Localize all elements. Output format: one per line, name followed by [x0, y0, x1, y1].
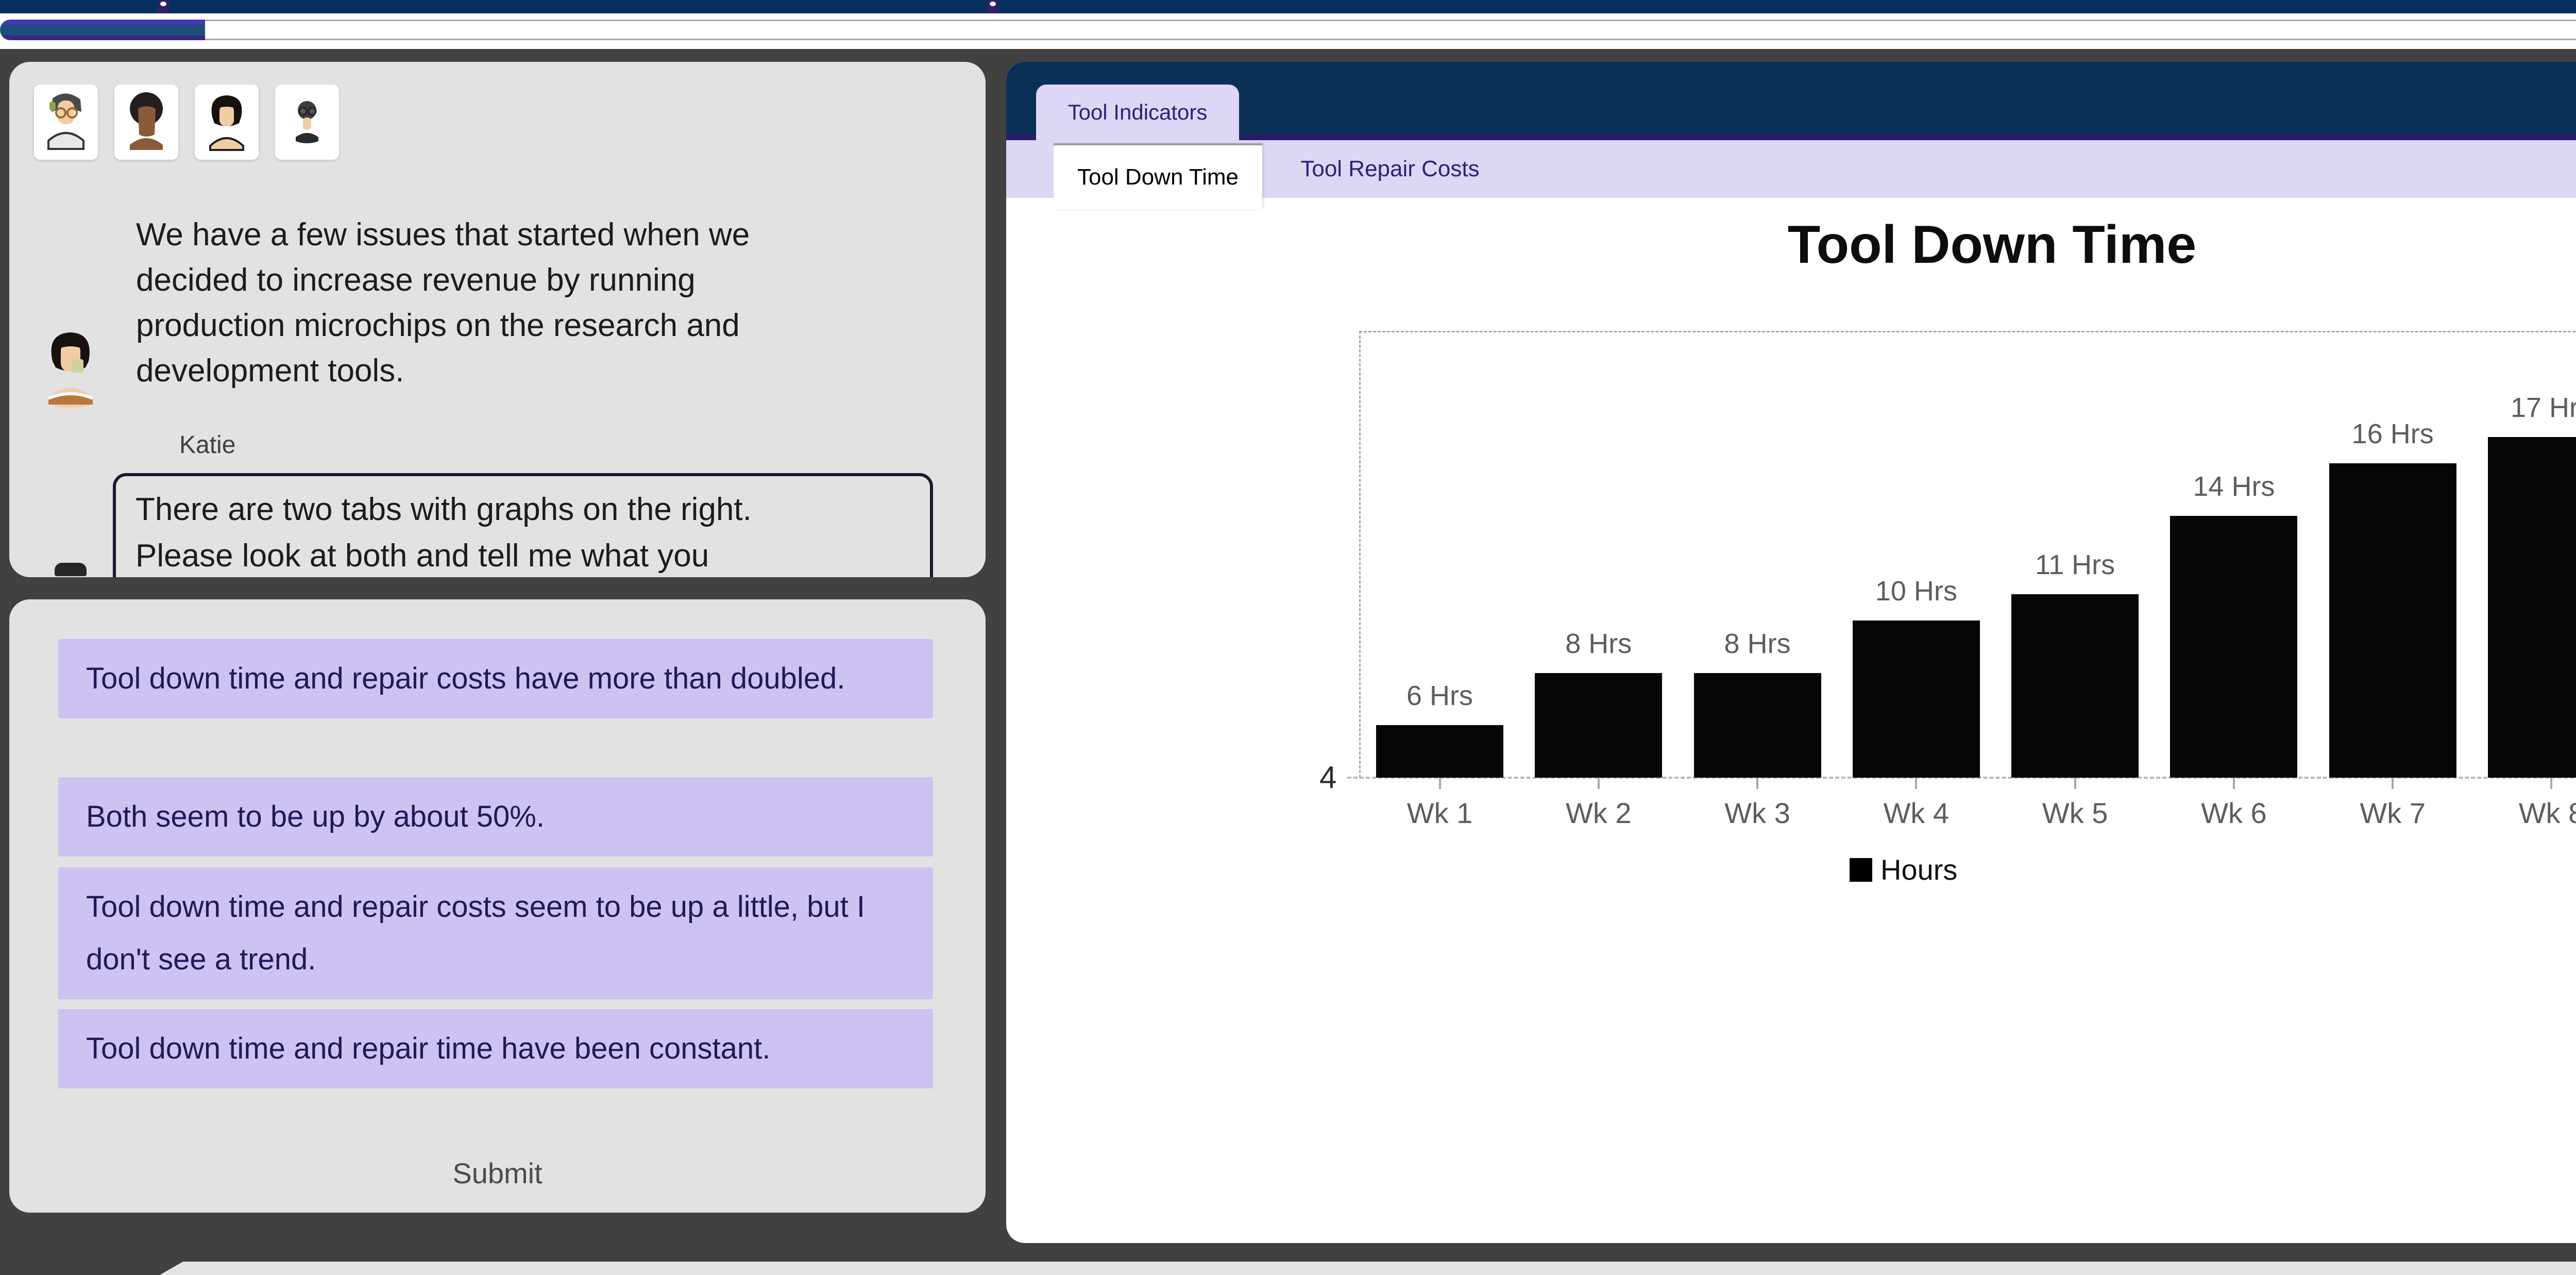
- avatar-woman-bob[interactable]: [195, 85, 259, 160]
- bar-value-label: 6 Hrs: [1406, 680, 1473, 711]
- bar-wk-5: 11 Hrs Wk 5: [2011, 549, 2139, 829]
- bars: 6 Hrs Wk 1 8 Hrs Wk 2 8 Hrs Wk 3 10 Hrs Wk 4 11 …: [1376, 332, 2576, 829]
- x-axis-line: [1347, 777, 2576, 779]
- bar-wk-8: 17 Hrs Wk 8: [2487, 392, 2576, 829]
- x-axis-label: Wk 7: [2360, 797, 2426, 829]
- materials-header: Materials: [1006, 62, 2576, 135]
- progress-fill: [0, 20, 205, 40]
- speaker-name: Katie: [179, 431, 236, 459]
- x-axis-tick: [1597, 778, 1600, 789]
- bar-wk-2: 8 Hrs Wk 2: [1535, 628, 1663, 829]
- x-axis-label: Wk 5: [2042, 797, 2108, 829]
- bar-wk-1: 6 Hrs Wk 1: [1376, 680, 1503, 829]
- address-progress-track: [4, 20, 2576, 40]
- bar-value-label: 11 Hrs: [2035, 549, 2115, 580]
- x-axis-tick: [1915, 778, 1918, 789]
- bar-wk-6: 14 Hrs Wk 6: [2170, 471, 2298, 829]
- option-4[interactable]: Tool down time and repair time have been…: [58, 1009, 933, 1088]
- app-background: We have a few issues that started when w…: [0, 49, 2576, 1275]
- tab-tool-indicators[interactable]: Tool Indicators: [1036, 85, 1239, 140]
- subtab-tool-down-time[interactable]: Tool Down Time: [1054, 143, 1262, 209]
- bar-value-label: 8 Hrs: [1724, 628, 1791, 659]
- x-axis-tick: [2074, 778, 2076, 789]
- bar-value-label: 17 Hrs: [2510, 392, 2576, 423]
- avatar-man-glasses-icon: [47, 93, 84, 150]
- materials-panel: Materials Tool Indicators Tool Down Time…: [1006, 62, 2576, 1243]
- x-axis-tick: [1438, 778, 1441, 789]
- option-1[interactable]: Tool down time and repair costs have mor…: [58, 639, 933, 718]
- x-axis-label: Wk 4: [1883, 797, 1950, 829]
- peeking-avatar-icon: [55, 563, 87, 576]
- tab-favicon-marker[interactable]: [158, 0, 169, 13]
- header-divider: [1006, 135, 2576, 140]
- bar-value-label: 14 Hrs: [2193, 471, 2275, 502]
- x-axis-label: Wk 6: [2201, 797, 2267, 829]
- avatar-afro-icon: [130, 92, 163, 150]
- x-axis-label: Wk 2: [1566, 797, 1632, 829]
- browser-toolbar-band: [0, 13, 2576, 49]
- favicon-dot-icon: [160, 2, 166, 6]
- subtab-tool-repair-costs[interactable]: Tool Repair Costs: [1300, 156, 1480, 181]
- x-axis-tick: [2232, 778, 2235, 789]
- chat-message: We have a few issues that started when w…: [136, 217, 750, 389]
- x-axis-tick: [1756, 778, 1759, 789]
- avatar-small-curly-glasses[interactable]: [275, 85, 339, 160]
- tab-favicon-marker[interactable]: [987, 0, 998, 13]
- submit-button[interactable]: Submit: [9, 1156, 986, 1190]
- answer-options-panel: Tool down time and repair costs have mor…: [9, 599, 986, 1213]
- legend-swatch-icon: [1850, 858, 1872, 882]
- bar-value-label: 16 Hrs: [2351, 418, 2434, 449]
- x-axis-label: Wk 1: [1406, 797, 1473, 829]
- bar-wk-7: 16 Hrs Wk 7: [2329, 418, 2456, 829]
- bar-wk-4: 10 Hrs Wk 4: [1852, 576, 1980, 829]
- message-input[interactable]: There are two tabs with graphs on the ri…: [113, 473, 933, 577]
- browser-top-bar: [0, 0, 2576, 13]
- chart-title: Tool Down Time: [1787, 215, 2197, 275]
- katie-avatar-icon: [47, 332, 94, 408]
- x-axis-tick: [2392, 778, 2394, 789]
- x-axis-label: Wk 3: [1724, 797, 1790, 829]
- x-axis-label: Wk 8: [2518, 797, 2576, 829]
- avatar-afro[interactable]: [114, 85, 178, 160]
- bar-value-label: 8 Hrs: [1565, 628, 1632, 659]
- katie-avatar: [40, 327, 101, 410]
- option-2[interactable]: Both seem to be up by about 50%.: [58, 777, 933, 857]
- bar-wk-3: 8 Hrs Wk 3: [1693, 628, 1821, 829]
- legend-label: Hours: [1880, 853, 1958, 886]
- y-axis-tick-label: 4: [1319, 760, 1337, 795]
- option-3[interactable]: Tool down time and repair costs seem to …: [58, 867, 933, 999]
- favicon-dot-icon: [990, 2, 996, 6]
- chart-legend: Hours: [1850, 853, 1958, 886]
- bottom-dock-shape: [160, 1262, 2576, 1275]
- avatar-man-glasses[interactable]: [34, 85, 98, 160]
- chat-panel: We have a few issues that started when w…: [9, 62, 986, 577]
- avatar-small-curly-glasses-icon: [296, 101, 318, 143]
- bar-value-label: 10 Hrs: [1875, 576, 1957, 607]
- subtab-strip: [1006, 140, 2576, 198]
- x-axis-tick: [2550, 778, 2553, 789]
- avatar-woman-bob-icon: [209, 95, 244, 151]
